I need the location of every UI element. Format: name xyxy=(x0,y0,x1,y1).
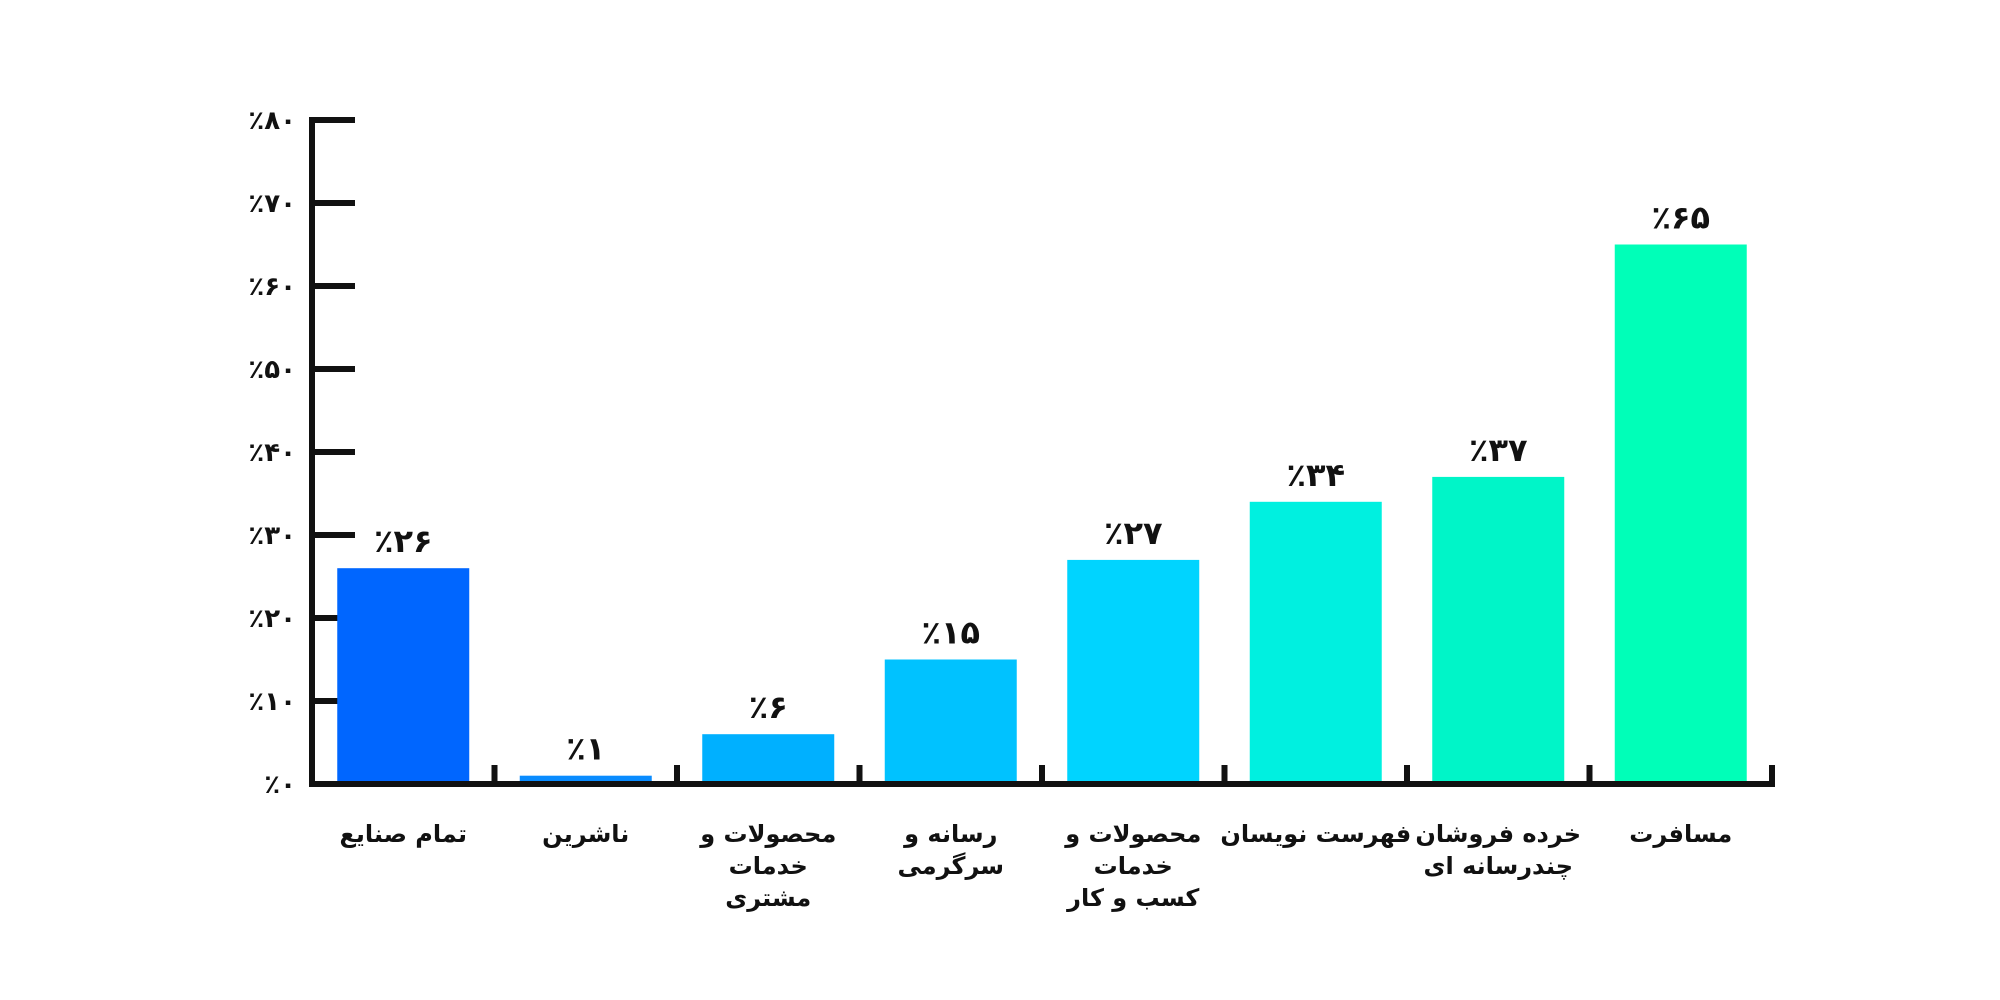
x-category-label: کسب و کار xyxy=(1066,884,1199,912)
bar-value-label: ٪۶۵ xyxy=(1651,199,1710,237)
bar xyxy=(1249,501,1382,781)
bar-value-label: ٪۶ xyxy=(749,688,788,726)
x-category-label: خدمات xyxy=(729,852,808,880)
bar xyxy=(1432,476,1565,781)
y-tick-label: ٪۱۰ xyxy=(248,687,296,717)
y-tick-label: ٪۳۰ xyxy=(248,521,296,551)
bar-value-label: ٪۱ xyxy=(566,730,605,768)
bar xyxy=(337,568,470,781)
x-category-label: خرده فروشان xyxy=(1415,820,1581,848)
y-tick-label: ٪۵۰ xyxy=(248,355,296,385)
bar-value-label: ٪۳۴ xyxy=(1286,456,1345,494)
bars xyxy=(337,244,1747,781)
x-category-label: رسانه و xyxy=(903,820,997,848)
x-category-label: محصولات و xyxy=(699,820,836,848)
x-category-label: ناشرین xyxy=(542,820,629,848)
x-category-label: محصولات و xyxy=(1064,820,1201,848)
x-category-label: چندرسانه ای xyxy=(1423,852,1573,880)
x-category-label: خدمات xyxy=(1094,852,1173,880)
category-labels: تمام صنایع ناشرین محصولات و خدمات مشتری رسانه… xyxy=(340,820,1733,912)
y-tick-label: ٪۷۰ xyxy=(248,189,296,219)
bar xyxy=(1067,559,1200,781)
bar xyxy=(519,775,652,781)
x-category-label: سرگرمی xyxy=(897,852,1004,880)
x-category-label: مشتری xyxy=(725,884,811,912)
bar-value-label: ٪۲۶ xyxy=(374,522,433,560)
y-tick-label: ٪۰ xyxy=(264,770,296,800)
y-tick-label: ٪۲۰ xyxy=(248,604,296,634)
x-category-label: فهرست نویسان xyxy=(1220,820,1411,848)
x-category-label: تمام صنایع xyxy=(340,820,467,848)
bar xyxy=(1614,244,1747,781)
bar-value-label: ٪۱۵ xyxy=(921,614,980,652)
y-tick-label: ٪۸۰ xyxy=(248,106,296,136)
bar-value-label: ٪۲۷ xyxy=(1104,514,1163,552)
y-tick-label: ٪۶۰ xyxy=(248,272,296,302)
bar-value-label: ٪۳۷ xyxy=(1469,431,1528,469)
bar xyxy=(702,734,835,781)
y-tick-label: ٪۴۰ xyxy=(248,438,296,468)
value-labels: ٪۲۶ ٪۱ ٪۶ ٪۱۵ ٪۲۷ ٪۳۴ ٪۳۷ ٪۶۵ xyxy=(374,199,1710,768)
x-axis-ticks xyxy=(491,765,1775,787)
y-axis-ticks: ٪۰ ٪۱۰ ٪۲۰ ٪۳۰ ٪۴۰ ٪۵۰ ٪۶۰ ٪۷۰ ٪۸۰ xyxy=(248,106,355,800)
x-category-label: مسافرت xyxy=(1629,820,1732,848)
bar xyxy=(884,659,1017,781)
